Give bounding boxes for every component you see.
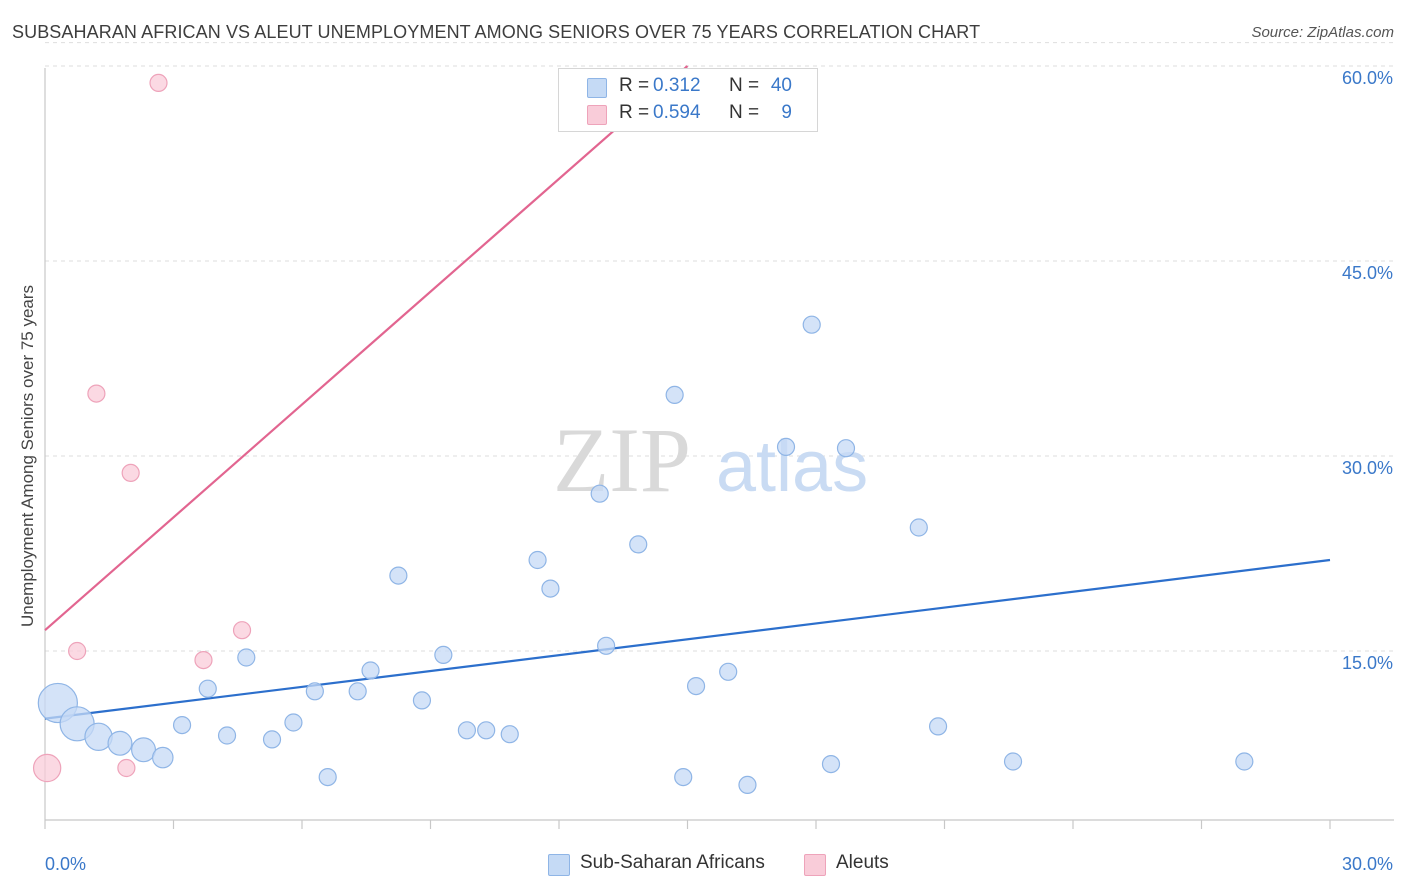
point-subsaharan bbox=[318, 767, 337, 787]
source-attribution: Source: ZipAtlas.com bbox=[1251, 24, 1394, 41]
point-aleuts bbox=[121, 463, 140, 482]
y-tick-label: 15.0% bbox=[1342, 653, 1393, 673]
x-tick-label: 30.0% bbox=[1342, 854, 1393, 874]
point-subsaharan bbox=[665, 385, 684, 404]
legend-n-value: 9 bbox=[781, 102, 792, 123]
stats-legend: R = 0.312 N = 40 R = 0.594 N = 9 bbox=[558, 68, 818, 132]
point-subsaharan bbox=[674, 767, 693, 787]
legend-swatch-pink bbox=[804, 854, 826, 876]
point-subsaharan bbox=[131, 737, 157, 763]
point-subsaharan bbox=[541, 579, 560, 598]
point-subsaharan bbox=[434, 645, 453, 665]
point-subsaharan bbox=[361, 661, 380, 680]
legend-item-aleuts: Aleuts bbox=[804, 852, 924, 876]
data-points bbox=[32, 73, 1254, 795]
point-subsaharan bbox=[412, 691, 432, 710]
point-subsaharan bbox=[597, 636, 616, 655]
point-aleuts bbox=[117, 758, 136, 778]
point-subsaharan bbox=[305, 682, 324, 701]
point-subsaharan bbox=[590, 484, 609, 503]
point-aleuts bbox=[32, 753, 62, 783]
trend-line-subsaharan bbox=[44, 558, 1331, 720]
legend-swatch-blue bbox=[548, 854, 570, 876]
point-subsaharan bbox=[802, 315, 821, 334]
point-subsaharan bbox=[738, 775, 757, 795]
legend-n-label: N = bbox=[729, 102, 760, 123]
point-subsaharan bbox=[389, 566, 408, 585]
point-subsaharan bbox=[686, 676, 706, 696]
point-subsaharan bbox=[172, 715, 192, 735]
y-axis-label: Unemployment Among Seniors over 75 years bbox=[18, 285, 37, 627]
point-subsaharan bbox=[284, 713, 303, 732]
x-tick-label: 0.0% bbox=[45, 854, 86, 874]
legend-swatch-pink bbox=[587, 105, 607, 125]
legend-n-value: 40 bbox=[770, 75, 792, 96]
point-subsaharan bbox=[836, 439, 856, 458]
legend-row-aleuts: R = 0.594 N = 9 bbox=[559, 102, 817, 128]
legend-item-subsaharan: Sub-Saharan Africans bbox=[548, 852, 788, 876]
point-subsaharan bbox=[776, 437, 796, 456]
watermark-zip: ZIP bbox=[553, 409, 691, 511]
point-subsaharan bbox=[477, 721, 496, 740]
point-subsaharan bbox=[528, 550, 547, 570]
point-aleuts bbox=[232, 621, 252, 640]
point-subsaharan bbox=[629, 535, 648, 554]
point-subsaharan bbox=[821, 754, 841, 774]
legend-label-aleuts: Aleuts bbox=[836, 852, 889, 873]
y-tick-label: 30.0% bbox=[1342, 458, 1393, 478]
legend-r-label: R = bbox=[619, 75, 650, 96]
y-tick-label: 60.0% bbox=[1342, 68, 1393, 88]
point-subsaharan bbox=[107, 730, 133, 756]
legend-r-value: 0.312 bbox=[653, 75, 701, 96]
point-subsaharan bbox=[237, 648, 256, 667]
trend-lines bbox=[44, 65, 1331, 720]
watermark-atlas: atlas bbox=[716, 427, 868, 507]
grid-lines bbox=[45, 42, 1394, 652]
point-subsaharan bbox=[217, 726, 237, 745]
point-subsaharan bbox=[198, 679, 217, 698]
point-subsaharan bbox=[1235, 752, 1254, 771]
tick-labels: 15.0% 30.0% 45.0% 60.0% 0.0% 30.0% bbox=[45, 68, 1393, 874]
point-aleuts bbox=[149, 73, 168, 93]
point-aleuts bbox=[87, 384, 106, 403]
point-subsaharan bbox=[500, 725, 519, 744]
point-aleuts bbox=[194, 650, 213, 670]
y-tick-label: 45.0% bbox=[1342, 263, 1393, 283]
point-aleuts bbox=[68, 641, 87, 661]
legend-swatch-blue bbox=[587, 78, 607, 98]
point-subsaharan bbox=[151, 746, 174, 769]
chart-title: SUBSAHARAN AFRICAN VS ALEUT UNEMPLOYMENT… bbox=[12, 22, 981, 42]
point-subsaharan bbox=[457, 721, 477, 740]
point-subsaharan bbox=[928, 717, 948, 736]
point-subsaharan bbox=[262, 730, 282, 749]
legend-r-label: R = bbox=[619, 102, 650, 123]
legend-label-subsaharan: Sub-Saharan Africans bbox=[580, 852, 765, 873]
legend-r-value: 0.594 bbox=[653, 102, 701, 123]
point-subsaharan bbox=[1003, 752, 1023, 771]
legend-n-label: N = bbox=[729, 75, 760, 96]
trend-line-aleuts bbox=[44, 65, 689, 632]
point-subsaharan bbox=[909, 518, 928, 537]
legend-row-subsaharan: R = 0.312 N = 40 bbox=[559, 75, 817, 101]
point-subsaharan bbox=[719, 662, 738, 681]
point-subsaharan bbox=[348, 682, 367, 701]
